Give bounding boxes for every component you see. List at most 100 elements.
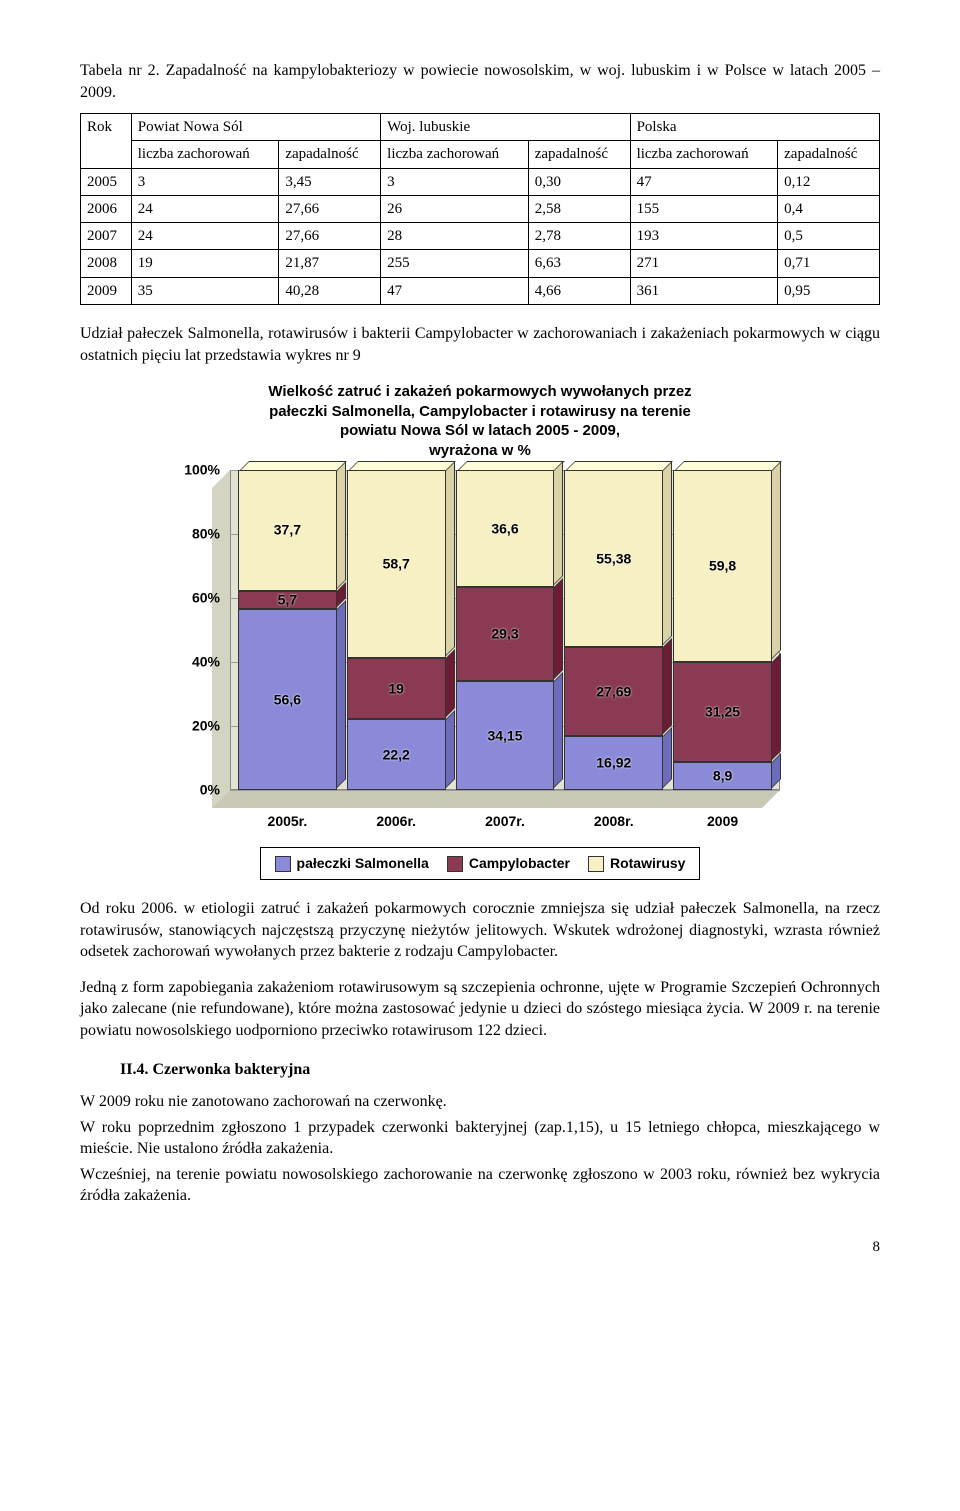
segment-value-label: 37,7 (274, 521, 301, 540)
table-cell: 2006 (81, 195, 132, 222)
bar-3d-side (445, 649, 455, 718)
bar-segment: 5,7 (238, 591, 337, 609)
table-cell: 24 (131, 195, 279, 222)
table-cell: 0,95 (778, 277, 880, 304)
table-cell: 255 (381, 250, 529, 277)
bar-3d-side (662, 638, 672, 735)
bar-segment: 19 (347, 658, 446, 719)
legend-label: Campylobacter (469, 855, 570, 871)
segment-value-label: 19 (388, 679, 404, 698)
table-row: 20072427,66282,781930,5 (81, 223, 880, 250)
table-cell: 24 (131, 223, 279, 250)
segment-value-label: 29,3 (491, 625, 518, 644)
col-rok: Rok (81, 114, 132, 169)
segment-value-label: 27,69 (596, 682, 631, 701)
table-cell: 2,58 (528, 195, 630, 222)
x-tick-label: 2006r. (347, 812, 446, 831)
x-tick-label: 2009 (673, 812, 772, 831)
bar-3d-side (771, 461, 781, 660)
bar-3d-side (445, 710, 455, 789)
segment-value-label: 59,8 (709, 557, 736, 576)
bar-3d-top (565, 461, 673, 471)
bar-segment: 58,7 (347, 470, 446, 658)
table-cell: 0,4 (778, 195, 880, 222)
bar-3d-top (457, 461, 565, 471)
table-cell: 47 (630, 168, 778, 195)
bar-3d-side (553, 578, 563, 680)
paragraph-1: Udział pałeczek Salmonella, rotawirusów … (80, 323, 880, 366)
subh: liczba zachorowań (131, 141, 279, 168)
table-cell: 2,78 (528, 223, 630, 250)
table-cell: 2008 (81, 250, 132, 277)
segment-value-label: 5,7 (278, 590, 297, 609)
table-row: 20081921,872556,632710,71 (81, 250, 880, 277)
table-cell: 0,12 (778, 168, 880, 195)
x-tick-label: 2005r. (238, 812, 337, 831)
x-tick-label: 2008r. (564, 812, 663, 831)
chart-legend: pałeczki Salmonella Campylobacter Rotawi… (260, 847, 701, 880)
paragraph-2: Od roku 2006. w etiologii zatruć i zakaż… (80, 898, 880, 963)
bar-column: 58,71922,2 (347, 470, 446, 790)
table-cell: 27,66 (279, 223, 381, 250)
table-cell: 4,66 (528, 277, 630, 304)
y-tick-label: 100% (175, 461, 220, 480)
table-cell: 0,71 (778, 250, 880, 277)
chart-title: Wielkość zatruć i zakażeń pokarmowych wy… (80, 382, 880, 460)
bar-column: 59,8 31,25 8,9 (673, 470, 772, 790)
table-cell: 35 (131, 277, 279, 304)
y-tick-label: 80% (175, 525, 220, 544)
legend-swatch (275, 856, 291, 872)
legend-swatch (447, 856, 463, 872)
paragraph-4: W 2009 roku nie zanotowano zachorowań na… (80, 1091, 880, 1113)
table-cell: 21,87 (279, 250, 381, 277)
table-cell: 2007 (81, 223, 132, 250)
gridline (230, 790, 780, 791)
bar-segment: 55,38 (564, 470, 663, 647)
subh: liczba zachorowań (381, 141, 529, 168)
table-cell: 2005 (81, 168, 132, 195)
col-polska: Polska (630, 114, 879, 141)
legend-swatch (588, 856, 604, 872)
paragraph-6: Wcześniej, na terenie powiatu nowosolski… (80, 1164, 880, 1207)
table-cell: 155 (630, 195, 778, 222)
subh: zapadalność (279, 141, 381, 168)
bar-3d-side (336, 600, 346, 789)
bar-segment: 16,92 (564, 736, 663, 790)
table-cell: 271 (630, 250, 778, 277)
stacked-bar-chart: 0%20%40%60%80%100%37,75,756,658,71922,23… (170, 470, 790, 880)
bar-segment: 31,25 (673, 662, 772, 762)
page-number: 8 (80, 1237, 880, 1257)
bar-segment: 37,7 (238, 470, 337, 591)
table-cell: 26 (381, 195, 529, 222)
table-cell: 19 (131, 250, 279, 277)
table-cell: 0,30 (528, 168, 630, 195)
bar-segment: 59,8 (673, 470, 772, 661)
plot-3d-floor (212, 790, 780, 808)
x-tick-label: 2007r. (456, 812, 555, 831)
bar-3d-side (553, 461, 563, 586)
bar-segment: 27,69 (564, 647, 663, 736)
bar-3d-side (445, 461, 455, 657)
y-tick-label: 20% (175, 717, 220, 736)
table-cell: 28 (381, 223, 529, 250)
table-cell: 40,28 (279, 277, 381, 304)
col-powiat: Powiat Nowa Sól (131, 114, 380, 141)
col-woj: Woj. lubuskie (381, 114, 630, 141)
bar-3d-side (662, 461, 672, 646)
segment-value-label: 55,38 (596, 549, 631, 568)
segment-value-label: 36,6 (491, 519, 518, 538)
section-heading: II.4. Czerwonka bakteryjna (120, 1059, 880, 1081)
bar-segment: 8,9 (673, 762, 772, 790)
paragraph-5: W roku poprzednim zgłoszono 1 przypadek … (80, 1117, 880, 1160)
bar-3d-side (662, 727, 672, 789)
segment-value-label: 8,9 (713, 766, 732, 785)
table-cell: 361 (630, 277, 778, 304)
data-table: Rok Powiat Nowa Sól Woj. lubuskie Polska… (80, 113, 880, 305)
y-tick-label: 0% (175, 781, 220, 800)
subh: zapadalność (778, 141, 880, 168)
bar-3d-top (674, 461, 782, 471)
bar-3d-side (336, 461, 346, 590)
bar-column: 37,75,756,6 (238, 470, 337, 790)
legend-label: pałeczki Salmonella (297, 855, 429, 871)
table-caption: Tabela nr 2. Zapadalność na kampylobakte… (80, 60, 880, 103)
